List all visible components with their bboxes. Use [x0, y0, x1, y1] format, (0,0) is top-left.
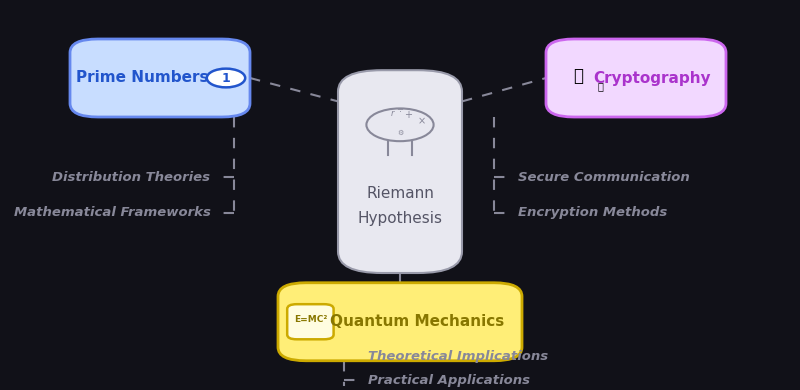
- Text: Quantum Mechanics: Quantum Mechanics: [330, 314, 505, 329]
- Text: Cryptography: Cryptography: [593, 71, 711, 85]
- Text: 💬: 💬: [574, 67, 583, 85]
- Text: Prime Numbers: Prime Numbers: [76, 71, 209, 85]
- Text: Encryption Methods: Encryption Methods: [518, 206, 668, 219]
- FancyBboxPatch shape: [278, 283, 522, 361]
- Text: Riemann: Riemann: [366, 186, 434, 200]
- Text: 🔒: 🔒: [597, 81, 603, 91]
- Text: r: r: [390, 109, 394, 119]
- FancyBboxPatch shape: [70, 39, 250, 117]
- FancyBboxPatch shape: [287, 304, 334, 339]
- Text: Hypothesis: Hypothesis: [358, 211, 442, 226]
- Text: ×: ×: [418, 116, 426, 126]
- Text: Secure Communication: Secure Communication: [518, 171, 690, 184]
- Text: Practical Applications: Practical Applications: [368, 374, 530, 387]
- Text: Distribution Theories: Distribution Theories: [53, 171, 210, 184]
- FancyBboxPatch shape: [338, 70, 462, 273]
- Text: Mathematical Frameworks: Mathematical Frameworks: [14, 206, 210, 219]
- Text: E=MC²: E=MC²: [294, 315, 327, 324]
- Circle shape: [206, 69, 245, 87]
- Text: ⚙: ⚙: [397, 129, 403, 136]
- Text: +: +: [404, 110, 412, 120]
- Text: ÷: ÷: [397, 105, 403, 115]
- Text: 1: 1: [222, 71, 230, 85]
- Text: Theoretical Implications: Theoretical Implications: [368, 350, 548, 363]
- FancyBboxPatch shape: [546, 39, 726, 117]
